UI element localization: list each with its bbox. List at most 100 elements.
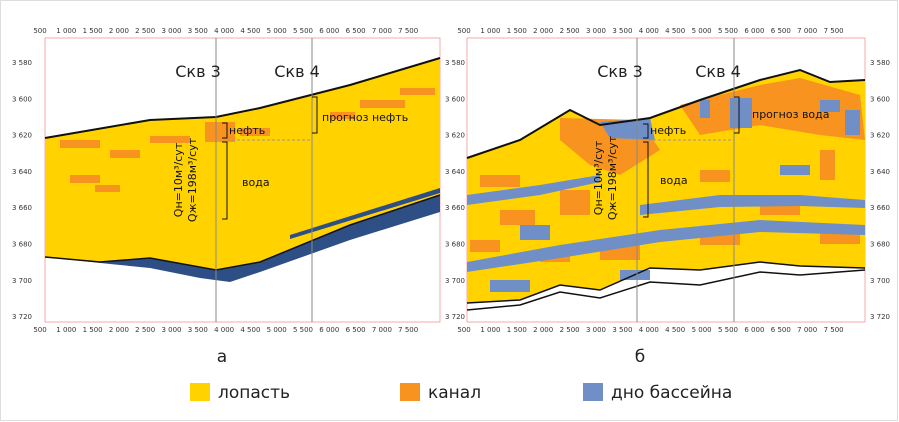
x-tick-label: 3 500 bbox=[612, 326, 632, 334]
x-tick-label: 2 500 bbox=[135, 27, 155, 35]
x-tick-label: 1 500 bbox=[507, 326, 527, 334]
x-tick-label: 500 bbox=[457, 27, 470, 35]
x-tick-label: 2 500 bbox=[560, 326, 580, 334]
x-tick-label: 5 000 bbox=[692, 27, 712, 35]
legend-label: канал bbox=[428, 383, 481, 403]
x-tick-label: 5 500 bbox=[718, 326, 738, 334]
x-tick-label: 2 000 bbox=[533, 27, 553, 35]
legend-swatch bbox=[190, 383, 210, 401]
x-tick-label: 1 500 bbox=[83, 27, 103, 35]
x-tick-label: 500 bbox=[33, 326, 46, 334]
x-tick-label: 7 500 bbox=[398, 27, 418, 35]
y-tick-label: 3 640 bbox=[12, 168, 32, 176]
well-label: Скв 3 bbox=[175, 62, 221, 81]
x-tick-label: 5 500 bbox=[718, 27, 738, 35]
x-tick-label: 7 500 bbox=[398, 326, 418, 334]
y-tick-label: 3 680 bbox=[445, 241, 465, 249]
y-tick-label: 3 600 bbox=[870, 95, 890, 103]
well-label: Скв 4 bbox=[274, 62, 320, 81]
y-tick-label: 3 580 bbox=[12, 59, 32, 67]
legend-label: лопасть bbox=[218, 383, 290, 403]
x-tick-label: 1 000 bbox=[56, 27, 76, 35]
y-tick-label: 3 700 bbox=[870, 277, 890, 285]
x-tick-label: 6 500 bbox=[771, 27, 791, 35]
x-tick-label: 2 500 bbox=[135, 326, 155, 334]
x-tick-label: 3 000 bbox=[586, 326, 606, 334]
x-tick-label: 500 bbox=[457, 326, 470, 334]
y-tick-label: 3 720 bbox=[12, 313, 32, 321]
x-tick-label: 7 000 bbox=[372, 27, 392, 35]
x-tick-label: 7 000 bbox=[797, 326, 817, 334]
oil-label: нефть bbox=[650, 124, 686, 137]
x-tick-label: 4 500 bbox=[240, 326, 260, 334]
x-tick-label: 5 000 bbox=[267, 326, 287, 334]
x-tick-label: 6 000 bbox=[319, 27, 339, 35]
x-tick-label: 4 000 bbox=[639, 326, 659, 334]
x-tick-label: 7 500 bbox=[824, 27, 844, 35]
water-label: вода bbox=[660, 174, 688, 187]
liquid-rate: Qж=198м³/сут bbox=[606, 135, 619, 220]
x-tick-label: 3 500 bbox=[188, 326, 208, 334]
y-tick-label: 3 640 bbox=[445, 168, 465, 176]
panel-a: Скв 3 Скв 4 нефть вода прогноз нефть Qн=… bbox=[45, 38, 440, 367]
y-tick-label: 3 600 bbox=[445, 95, 465, 103]
liquid-rate: Qж=198м³/сут bbox=[186, 137, 199, 222]
x-tick-label: 1 000 bbox=[480, 27, 500, 35]
y-tick-label: 3 680 bbox=[870, 241, 890, 249]
legend: лопасть канал дно бассейна bbox=[190, 383, 732, 403]
x-tick-label: 5 000 bbox=[692, 326, 712, 334]
x-tick-label: 1 500 bbox=[83, 326, 103, 334]
x-tick-label: 5 500 bbox=[293, 27, 313, 35]
x-tick-label: 6 000 bbox=[744, 326, 764, 334]
x-tick-label: 1 500 bbox=[507, 27, 527, 35]
x-tick-label: 6 000 bbox=[744, 27, 764, 35]
x-tick-label: 6 000 bbox=[319, 326, 339, 334]
x-tick-label: 7 500 bbox=[824, 326, 844, 334]
x-tick-label: 7 000 bbox=[797, 27, 817, 35]
y-tick-label: 3 580 bbox=[445, 59, 465, 67]
oil-rate: Qн=10м³/сут bbox=[172, 142, 185, 217]
water-label: вода bbox=[242, 176, 270, 189]
x-tick-label: 3 500 bbox=[612, 27, 632, 35]
y-tick-label: 3 700 bbox=[445, 277, 465, 285]
x-tick-label: 4 000 bbox=[214, 27, 234, 35]
y-tick-label: 3 640 bbox=[870, 168, 890, 176]
y-tick-label: 3 660 bbox=[12, 204, 32, 212]
y-tick-label: 3 620 bbox=[870, 132, 890, 140]
panel-b: Скв 3 Скв 4 нефть вода прогноз вода Qн=1… bbox=[467, 38, 865, 367]
x-tick-label: 1 000 bbox=[480, 326, 500, 334]
x-tick-label: 4 000 bbox=[639, 27, 659, 35]
figure: Скв 3 Скв 4 нефть вода прогноз нефть Qн=… bbox=[0, 0, 899, 422]
x-tick-label: 2 000 bbox=[109, 27, 129, 35]
x-tick-label: 3 000 bbox=[161, 27, 181, 35]
x-tick-label: 5 500 bbox=[293, 326, 313, 334]
y-tick-label: 3 660 bbox=[870, 204, 890, 212]
legend-swatch bbox=[583, 383, 603, 401]
x-tick-label: 2 000 bbox=[109, 326, 129, 334]
forecast-label: прогноз вода bbox=[752, 108, 830, 121]
x-tick-label: 2 000 bbox=[533, 326, 553, 334]
x-tick-label: 4 500 bbox=[665, 27, 685, 35]
y-tick-label: 3 620 bbox=[12, 132, 32, 140]
legend-swatch bbox=[400, 383, 420, 401]
y-tick-label: 3 700 bbox=[12, 277, 32, 285]
x-tick-label: 6 500 bbox=[346, 27, 366, 35]
panel-letter: б bbox=[635, 347, 645, 367]
x-tick-label: 3 000 bbox=[161, 326, 181, 334]
x-tick-label: 1 000 bbox=[56, 326, 76, 334]
x-tick-label: 4 000 bbox=[214, 326, 234, 334]
y-tick-label: 3 720 bbox=[870, 313, 890, 321]
forecast-label: прогноз нефть bbox=[322, 111, 408, 124]
y-tick-label: 3 600 bbox=[12, 95, 32, 103]
panel-letter: а bbox=[217, 347, 227, 367]
y-tick-label: 3 580 bbox=[870, 59, 890, 67]
y-tick-label: 3 620 bbox=[445, 132, 465, 140]
y-tick-label: 3 720 bbox=[445, 313, 465, 321]
y-tick-label: 3 680 bbox=[12, 241, 32, 249]
x-tick-label: 4 500 bbox=[665, 326, 685, 334]
x-tick-label: 5 000 bbox=[267, 27, 287, 35]
x-tick-label: 3 000 bbox=[586, 27, 606, 35]
oil-label: нефть bbox=[229, 124, 265, 137]
x-tick-label: 6 500 bbox=[346, 326, 366, 334]
legend-label: дно бассейна bbox=[611, 383, 732, 403]
